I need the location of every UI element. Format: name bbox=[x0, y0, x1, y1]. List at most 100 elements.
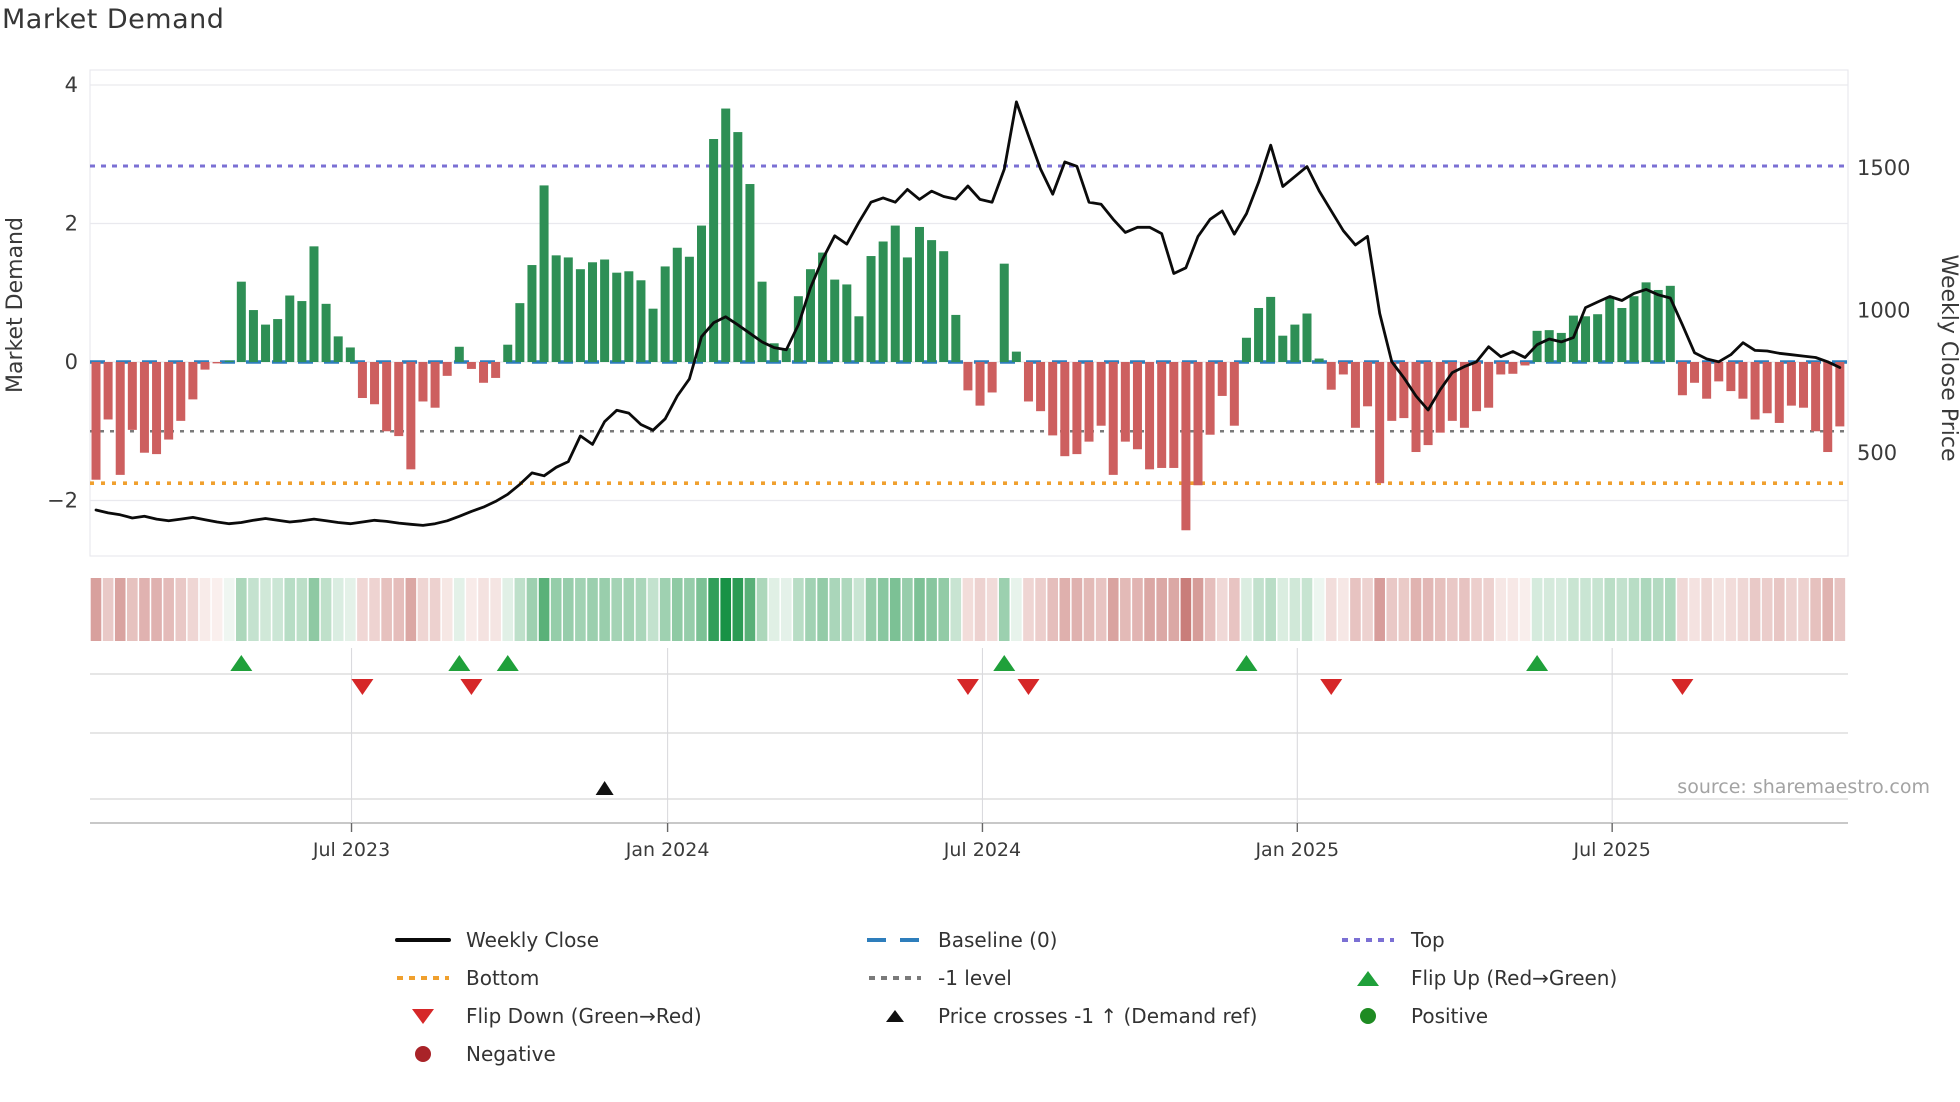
demand-bar-negative bbox=[1677, 362, 1687, 396]
demand-bar-negative bbox=[188, 362, 198, 400]
minus1-dotted-line-icon bbox=[865, 976, 925, 980]
heatmap-cell bbox=[429, 578, 441, 641]
heatmap-cell bbox=[248, 578, 259, 641]
demand-bars bbox=[91, 108, 1845, 531]
demand-bar-negative bbox=[164, 362, 174, 440]
demand-bar-negative bbox=[1811, 362, 1821, 432]
demand-bar-positive bbox=[285, 295, 295, 362]
demand-bar-negative bbox=[987, 362, 997, 393]
demand-bar-positive bbox=[527, 265, 537, 362]
demand-bar-negative bbox=[430, 362, 440, 408]
heatmap-cell bbox=[1241, 578, 1252, 641]
negative-circle-icon bbox=[393, 1046, 453, 1062]
left-axis-tick: 4 bbox=[65, 73, 78, 97]
heatmap-cell bbox=[659, 578, 671, 641]
demand-bar-negative bbox=[479, 362, 489, 383]
heatmap-cell bbox=[1798, 578, 1809, 641]
heatmap-cell bbox=[1507, 578, 1519, 641]
demand-bar-positive bbox=[612, 272, 622, 362]
demand-bar-negative bbox=[1023, 362, 1033, 402]
flip-up-marker bbox=[993, 655, 1016, 671]
demand-bar-negative bbox=[975, 362, 985, 406]
demand-bar-positive bbox=[1241, 337, 1251, 362]
heatmap-cell bbox=[599, 578, 610, 641]
demand-bar-positive bbox=[842, 284, 852, 362]
demand-bar-negative bbox=[357, 362, 367, 399]
flip-down-marker bbox=[956, 679, 979, 695]
right-axis-tick: 500 bbox=[1857, 441, 1897, 465]
flip-down-triangle-icon bbox=[393, 1008, 453, 1024]
demand-bar-positive bbox=[575, 269, 585, 362]
heatmap-cell bbox=[684, 578, 695, 641]
demand-bar-negative bbox=[1496, 362, 1506, 375]
heatmap-cell bbox=[320, 578, 332, 641]
demand-bar-positive bbox=[1254, 307, 1264, 362]
heatmap-cell bbox=[1180, 578, 1192, 641]
demand-bar-positive bbox=[866, 256, 876, 362]
left-axis-tick: 0 bbox=[65, 350, 78, 374]
legend-item-flip-down: Flip Down (Green→Red) bbox=[393, 1001, 702, 1031]
x-axis-tick-label: Jul 2023 bbox=[312, 839, 390, 861]
demand-bar-negative bbox=[1169, 362, 1179, 468]
heatmap-cell bbox=[1749, 578, 1761, 641]
demand-bar-negative bbox=[1472, 362, 1482, 412]
heatmap-cell bbox=[1216, 578, 1228, 641]
heatmap-cell bbox=[466, 578, 477, 641]
demand-bar-positive bbox=[248, 310, 258, 362]
legend-label: Price crosses -1 ↑ (Demand ref) bbox=[938, 1004, 1258, 1028]
demand-bar-negative bbox=[466, 362, 476, 369]
heatmap-cell bbox=[1592, 578, 1603, 641]
heatmap-cell bbox=[175, 578, 187, 641]
flip-up-marker bbox=[230, 655, 253, 671]
demand-bar-negative bbox=[963, 362, 973, 391]
demand-bar-negative bbox=[1387, 362, 1397, 421]
heatmap-cell bbox=[671, 578, 683, 641]
heatmap-cell bbox=[1253, 578, 1264, 641]
flip-up-marker bbox=[1526, 655, 1549, 671]
source-attribution: source: sharemaestro.com bbox=[1677, 776, 1930, 798]
demand-bar-negative bbox=[139, 362, 149, 453]
heatmap-cell bbox=[1773, 578, 1785, 641]
heatmap-cell bbox=[381, 578, 392, 641]
heatmap-cell bbox=[793, 578, 804, 641]
demand-bar-negative bbox=[1108, 362, 1118, 475]
heatmap-cell bbox=[1301, 578, 1313, 641]
demand-bar-negative bbox=[1060, 362, 1070, 457]
demand-bar-negative bbox=[1447, 362, 1457, 421]
heatmap-cell bbox=[550, 578, 562, 641]
demand-bar-negative bbox=[1435, 362, 1445, 433]
demand-bar-positive bbox=[818, 252, 828, 362]
demand-bar-negative bbox=[1217, 362, 1227, 396]
heatmap-cell bbox=[1120, 578, 1131, 641]
demand-bar-negative bbox=[1726, 362, 1736, 392]
demand-bar-positive bbox=[1302, 313, 1312, 362]
heatmap-cell bbox=[1289, 578, 1301, 641]
heatmap-cell bbox=[1677, 578, 1688, 641]
demand-bar-negative bbox=[176, 362, 186, 421]
heatmap-cell bbox=[284, 578, 296, 641]
demand-bar-negative bbox=[1181, 362, 1191, 531]
market-demand-chart-canvas: 4 2 0 −2 1500 1000 500 Market Demand Weekly Clos… bbox=[3, 69, 1960, 861]
heatmap-cell bbox=[853, 578, 865, 641]
heatmap-cell bbox=[986, 578, 998, 641]
demand-bar-positive bbox=[805, 269, 815, 362]
heatmap-cell bbox=[1362, 578, 1373, 641]
heatmap-cell bbox=[1628, 578, 1640, 641]
legend-item-positive: Positive bbox=[1338, 1001, 1488, 1031]
heatmap-cell bbox=[744, 578, 756, 641]
heatmap-cell bbox=[502, 578, 514, 641]
heatmap-cell bbox=[647, 578, 659, 641]
heatmap-cell bbox=[817, 578, 828, 641]
demand-bar-positive bbox=[588, 262, 598, 362]
heatmap-cell bbox=[1011, 578, 1022, 641]
heatmap-cell bbox=[441, 578, 453, 641]
demand-bar-positive bbox=[1544, 330, 1554, 362]
demand-bar-negative bbox=[1363, 362, 1373, 407]
heatmap-cell bbox=[696, 578, 707, 641]
heatmap-cell bbox=[1556, 578, 1567, 641]
demand-bar-positive bbox=[1556, 332, 1566, 362]
demand-bar-negative bbox=[152, 362, 162, 455]
legend-item-bottom: Bottom bbox=[393, 963, 539, 993]
demand-bar-negative bbox=[1096, 362, 1106, 426]
